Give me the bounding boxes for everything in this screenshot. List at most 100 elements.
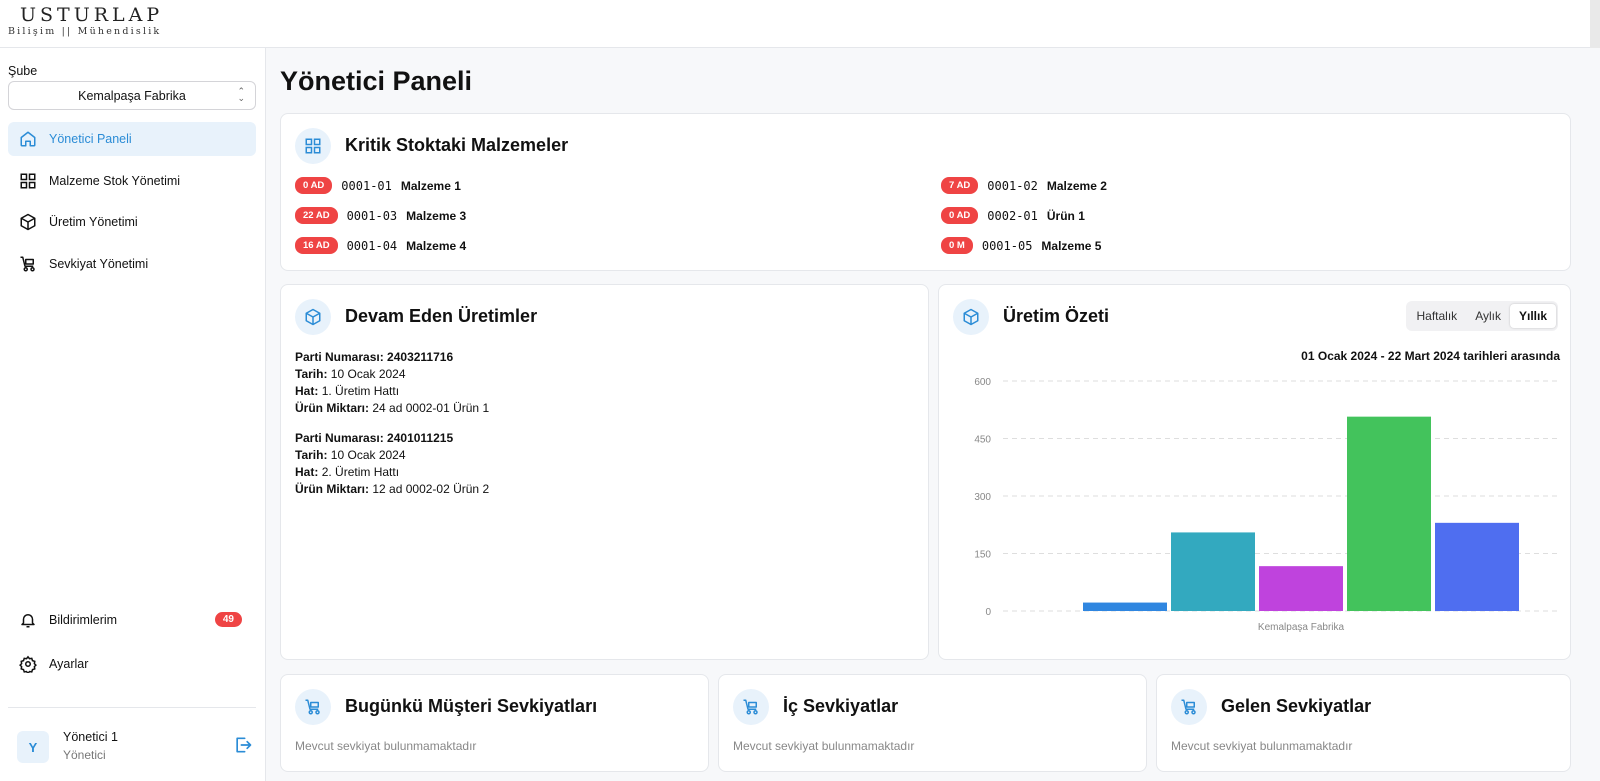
sidebar-item-production[interactable]: Üretim Yönetimi xyxy=(8,205,256,239)
notification-count-badge: 49 xyxy=(214,612,242,627)
box-icon xyxy=(953,299,989,335)
page-title: Yönetici Paneli xyxy=(280,66,473,96)
box-icon xyxy=(295,299,331,335)
tab-yearly[interactable]: Yıllık xyxy=(1509,304,1556,328)
gear-icon xyxy=(18,654,38,674)
production-date: 10 Ocak 2024 xyxy=(330,448,406,462)
stock-qty-badge: 22 AD xyxy=(295,207,338,224)
sidebar-item-label: Ayarlar xyxy=(49,657,89,671)
empty-state-text: Mevcut sevkiyat bulunmamaktadır xyxy=(1171,739,1353,753)
sidebar-item-settings[interactable]: Ayarlar xyxy=(8,647,256,681)
stock-item[interactable]: 7 AD 0001-02 Malzeme 2 xyxy=(941,177,1107,194)
stock-name: Malzeme 4 xyxy=(406,238,467,253)
sidebar-item-dashboard[interactable]: Yönetici Paneli xyxy=(8,122,256,156)
stock-item[interactable]: 16 AD 0001-04 Malzeme 4 xyxy=(295,237,466,254)
line-label: Hat: xyxy=(295,384,319,398)
stock-name: Malzeme 2 xyxy=(1046,178,1107,193)
amount-label: Ürün Miktarı: xyxy=(295,401,370,415)
customer-shipments-title: Bugünkü Müşteri Sevkiyatları xyxy=(345,696,598,716)
customer-shipments-card: Bugünkü Müşteri Sevkiyatları Mevcut sevk… xyxy=(280,674,709,772)
y-tick-label: 450 xyxy=(974,435,991,446)
empty-state-text: Mevcut sevkiyat bulunmamaktadır xyxy=(733,739,915,753)
production-amount: 24 ad 0002-01 Ürün 1 xyxy=(372,401,490,415)
stock-code: 0001-02 xyxy=(987,178,1038,193)
sidebar-item-label: Yönetici Paneli xyxy=(49,132,132,146)
brand-logo[interactable]: USTURLAP Bilişim || Mühendislik xyxy=(8,4,168,37)
sidebar-item-notifications[interactable]: Bildirimlerim 49 xyxy=(8,603,256,637)
cart-icon xyxy=(1171,689,1207,725)
home-icon xyxy=(18,129,38,149)
top-bar: USTURLAP Bilişim || Mühendislik xyxy=(0,0,1600,48)
internal-shipments-title: İç Sevkiyatlar xyxy=(783,696,899,716)
chart-bar xyxy=(1435,522,1519,611)
y-tick-label: 300 xyxy=(974,492,991,503)
branch-select[interactable]: Kemalpaşa Fabrika ⌃ ⌄ xyxy=(8,81,256,110)
stock-item[interactable]: 0 AD 0001-01 Malzeme 1 xyxy=(295,177,461,194)
production-date: 10 Ocak 2024 xyxy=(330,367,406,381)
critical-stock-title: Kritik Stoktaki Malzemeler xyxy=(345,135,569,155)
sidebar-divider xyxy=(8,707,256,708)
stock-name: Ürün 1 xyxy=(1046,208,1085,223)
stock-name: Malzeme 3 xyxy=(406,208,467,223)
chart-bar xyxy=(1171,532,1255,611)
date-label: Tarih: xyxy=(295,448,328,462)
stock-code: 0001-04 xyxy=(346,238,398,253)
stock-item[interactable]: 0 AD 0002-01 Ürün 1 xyxy=(941,207,1085,224)
critical-stock-card: Kritik Stoktaki Malzemeler 0 AD 0001-01 … xyxy=(280,113,1571,271)
production-item[interactable]: Parti Numarası: 2403211716 Tarih: 10 Oca… xyxy=(295,349,489,417)
chevron-up-down-icon: ⌃ ⌄ xyxy=(237,86,245,103)
avatar[interactable]: Y xyxy=(17,731,49,763)
stock-qty-badge: 0 AD xyxy=(295,177,333,194)
batch-number: 2401011215 xyxy=(387,431,454,445)
batch-label: Parti Numarası: xyxy=(295,350,384,364)
line-label: Hat: xyxy=(295,465,319,479)
stock-item[interactable]: 0 M 0001-05 Malzeme 5 xyxy=(941,237,1101,254)
empty-state-text: Mevcut sevkiyat bulunmamaktadır xyxy=(295,739,477,753)
sidebar-item-stock[interactable]: Malzeme Stok Yönetimi xyxy=(8,164,256,198)
scrollbar-track[interactable] xyxy=(1590,0,1600,48)
stock-qty-badge: 7 AD xyxy=(941,177,979,194)
chart-bar xyxy=(1259,566,1343,611)
production-line: 2. Üretim Hattı xyxy=(321,465,400,479)
production-line: 1. Üretim Hattı xyxy=(321,384,400,398)
x-axis-label: Kemalpaşa Fabrika xyxy=(1258,622,1345,633)
period-segmented-control: Haftalık Aylık Yıllık xyxy=(1405,301,1558,331)
production-item[interactable]: Parti Numarası: 2401011215 Tarih: 10 Oca… xyxy=(295,430,489,498)
stock-qty-badge: 0 M xyxy=(941,237,973,254)
branch-label: Şube xyxy=(8,64,38,78)
sidebar-item-label: Üretim Yönetimi xyxy=(49,215,138,229)
production-summary-card: Üretim Özeti Haftalık Aylık Yıllık 01 Oc… xyxy=(938,284,1571,660)
stock-code: 0001-03 xyxy=(346,208,398,223)
production-bar-chart: 0 150 300 450 600 Kemalpaşa Fabrika xyxy=(974,377,1559,633)
tab-monthly[interactable]: Aylık xyxy=(1475,309,1501,323)
brand-name: USTURLAP xyxy=(20,4,164,26)
user-name: Yönetici 1 xyxy=(63,730,118,744)
stock-item[interactable]: 22 AD 0001-03 Malzeme 3 xyxy=(295,207,466,224)
branch-select-value: Kemalpaşa Fabrika xyxy=(78,88,186,103)
y-tick-label: 600 xyxy=(974,377,991,388)
logout-icon[interactable] xyxy=(233,735,253,755)
ongoing-production-card: Devam Eden Üretimler Parti Numarası: 240… xyxy=(280,284,929,660)
sidebar-item-label: Malzeme Stok Yönetimi xyxy=(49,174,181,188)
sidebar-item-label: Bildirimlerim xyxy=(49,613,118,627)
stock-code: 0001-01 xyxy=(341,178,392,193)
date-label: Tarih: xyxy=(295,367,328,381)
sidebar-item-label: Sevkiyat Yönetimi xyxy=(49,257,149,271)
sidebar-item-shipment[interactable]: Sevkiyat Yönetimi xyxy=(8,247,256,281)
bell-icon xyxy=(18,610,38,630)
internal-shipments-card: İç Sevkiyatlar Mevcut sevkiyat bulunmama… xyxy=(718,674,1147,772)
chart-bar xyxy=(1347,416,1431,611)
stock-code: 0001-05 xyxy=(981,238,1033,253)
scrollbar-track[interactable] xyxy=(1590,48,1600,781)
amount-label: Ürün Miktarı: xyxy=(295,482,370,496)
stock-code: 0002-01 xyxy=(987,208,1038,223)
tab-weekly[interactable]: Haftalık xyxy=(1416,309,1458,323)
production-amount: 12 ad 0002-02 Ürün 2 xyxy=(372,482,490,496)
brand-tagline: Bilişim || Mühendislik xyxy=(8,26,162,37)
incoming-shipments-card: Gelen Sevkiyatlar Mevcut sevkiyat bulunm… xyxy=(1156,674,1571,772)
cart-icon xyxy=(295,689,331,725)
chart-bar xyxy=(1083,602,1167,611)
sidebar: Şube Kemalpaşa Fabrika ⌃ ⌄ Yönetici Panel… xyxy=(0,48,266,781)
date-range-text: 01 Ocak 2024 - 22 Mart 2024 tarihleri ar… xyxy=(1301,349,1560,363)
stock-qty-badge: 16 AD xyxy=(295,237,338,254)
